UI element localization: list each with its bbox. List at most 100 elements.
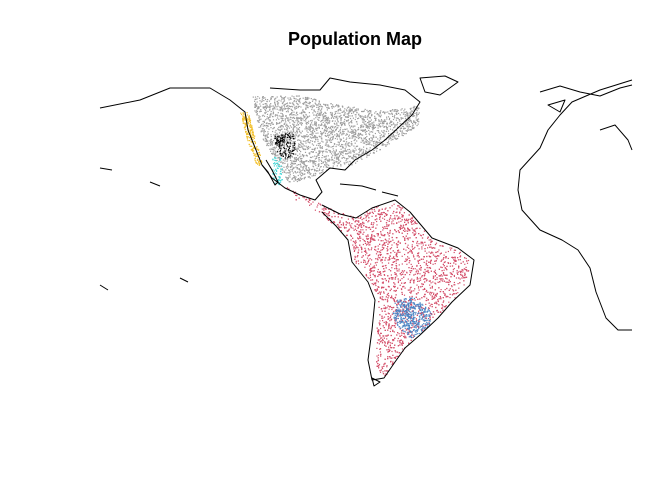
point-latin-america xyxy=(408,218,410,220)
point-north-america xyxy=(267,117,269,119)
point-north-america xyxy=(335,128,337,130)
point-north-america xyxy=(309,127,311,129)
point-north-america xyxy=(365,144,367,146)
point-north-america xyxy=(288,172,290,174)
point-latin-america xyxy=(379,214,381,216)
point-latin-america xyxy=(447,296,449,298)
point-latin-america xyxy=(429,318,431,320)
point-latin-america xyxy=(428,320,430,322)
point-north-america xyxy=(283,142,285,144)
point-north-america xyxy=(350,121,352,123)
point-latin-america xyxy=(387,253,389,255)
point-north-america xyxy=(337,152,339,155)
point-north-america xyxy=(386,123,388,125)
point-north-america xyxy=(284,108,286,110)
point-north-america xyxy=(262,103,264,105)
point-north-america xyxy=(376,147,378,149)
point-latin-america xyxy=(318,202,320,204)
point-north-america xyxy=(324,129,326,131)
point-north-america xyxy=(281,157,283,159)
point-latin-america xyxy=(359,240,361,242)
point-latin-america xyxy=(386,294,388,296)
point-north-america xyxy=(317,154,319,156)
point-latin-america xyxy=(307,200,309,202)
point-north-america xyxy=(331,132,333,134)
point-north-america xyxy=(305,120,307,122)
point-north-america xyxy=(317,170,319,172)
point-north-america xyxy=(276,114,278,116)
point-latin-america xyxy=(384,329,386,331)
point-north-america xyxy=(328,107,330,109)
point-north-america xyxy=(278,122,280,124)
point-north-america xyxy=(266,143,268,145)
point-north-america xyxy=(356,153,358,155)
point-north-america xyxy=(393,135,395,138)
point-north-america xyxy=(396,123,398,125)
point-north-america xyxy=(345,142,347,144)
point-north-america xyxy=(310,106,312,108)
point-latin-america xyxy=(405,249,407,251)
point-north-america xyxy=(303,135,305,137)
point-north-america xyxy=(337,121,339,123)
point-latin-america xyxy=(430,270,432,272)
point-latin-america xyxy=(376,355,378,357)
point-north-america xyxy=(392,115,394,117)
point-north-america xyxy=(312,129,314,132)
point-latin-america xyxy=(387,259,389,261)
point-north-america xyxy=(388,138,390,140)
point-north-america xyxy=(267,142,269,144)
point-north-america xyxy=(328,122,330,124)
point-latin-america xyxy=(385,214,388,216)
point-north-america xyxy=(269,148,271,150)
point-north-america xyxy=(283,100,286,102)
point-north-america xyxy=(371,140,373,142)
point-north-america xyxy=(343,162,345,164)
point-latin-america xyxy=(295,199,297,201)
point-latin-america xyxy=(454,257,456,259)
point-north-america xyxy=(278,156,280,158)
point-north-america xyxy=(318,154,320,156)
point-latin-america xyxy=(380,231,382,233)
point-north-america xyxy=(281,165,283,168)
point-latin-america xyxy=(400,225,402,227)
point-north-america xyxy=(279,121,281,124)
point-north-america xyxy=(301,178,303,180)
point-latin-america xyxy=(390,306,393,309)
point-north-america xyxy=(328,149,330,151)
point-latin-america xyxy=(358,225,360,227)
point-latin-america xyxy=(383,327,385,329)
point-latin-america xyxy=(436,273,438,275)
point-latin-america xyxy=(381,308,383,310)
point-north-america xyxy=(264,112,266,115)
point-north-america xyxy=(293,114,295,116)
point-north-america xyxy=(320,162,322,165)
point-north-america xyxy=(320,159,322,161)
point-latin-america xyxy=(391,264,393,266)
point-north-america xyxy=(289,157,291,159)
point-north-america xyxy=(272,123,274,125)
point-north-america xyxy=(328,165,330,167)
point-latin-america xyxy=(406,233,409,235)
point-north-america xyxy=(334,152,336,154)
point-latin-america xyxy=(312,201,314,203)
point-north-america xyxy=(371,122,373,124)
point-north-america xyxy=(330,146,332,148)
point-latin-america xyxy=(370,240,372,242)
point-latin-america xyxy=(368,254,370,256)
point-latin-america xyxy=(356,220,359,222)
point-north-america xyxy=(318,117,321,119)
point-north-america xyxy=(337,156,340,158)
point-north-america xyxy=(350,152,352,154)
point-latin-america xyxy=(385,323,387,325)
point-latin-america xyxy=(411,270,413,272)
point-north-america xyxy=(329,141,332,143)
point-north-america xyxy=(396,113,398,115)
point-latin-america xyxy=(413,256,415,258)
point-latin-america xyxy=(381,367,384,370)
point-north-america xyxy=(375,136,377,138)
point-latin-america xyxy=(419,234,422,236)
point-latin-america xyxy=(418,252,420,254)
point-north-america xyxy=(416,114,418,116)
point-latin-america xyxy=(374,283,376,285)
point-latin-america xyxy=(389,217,391,219)
